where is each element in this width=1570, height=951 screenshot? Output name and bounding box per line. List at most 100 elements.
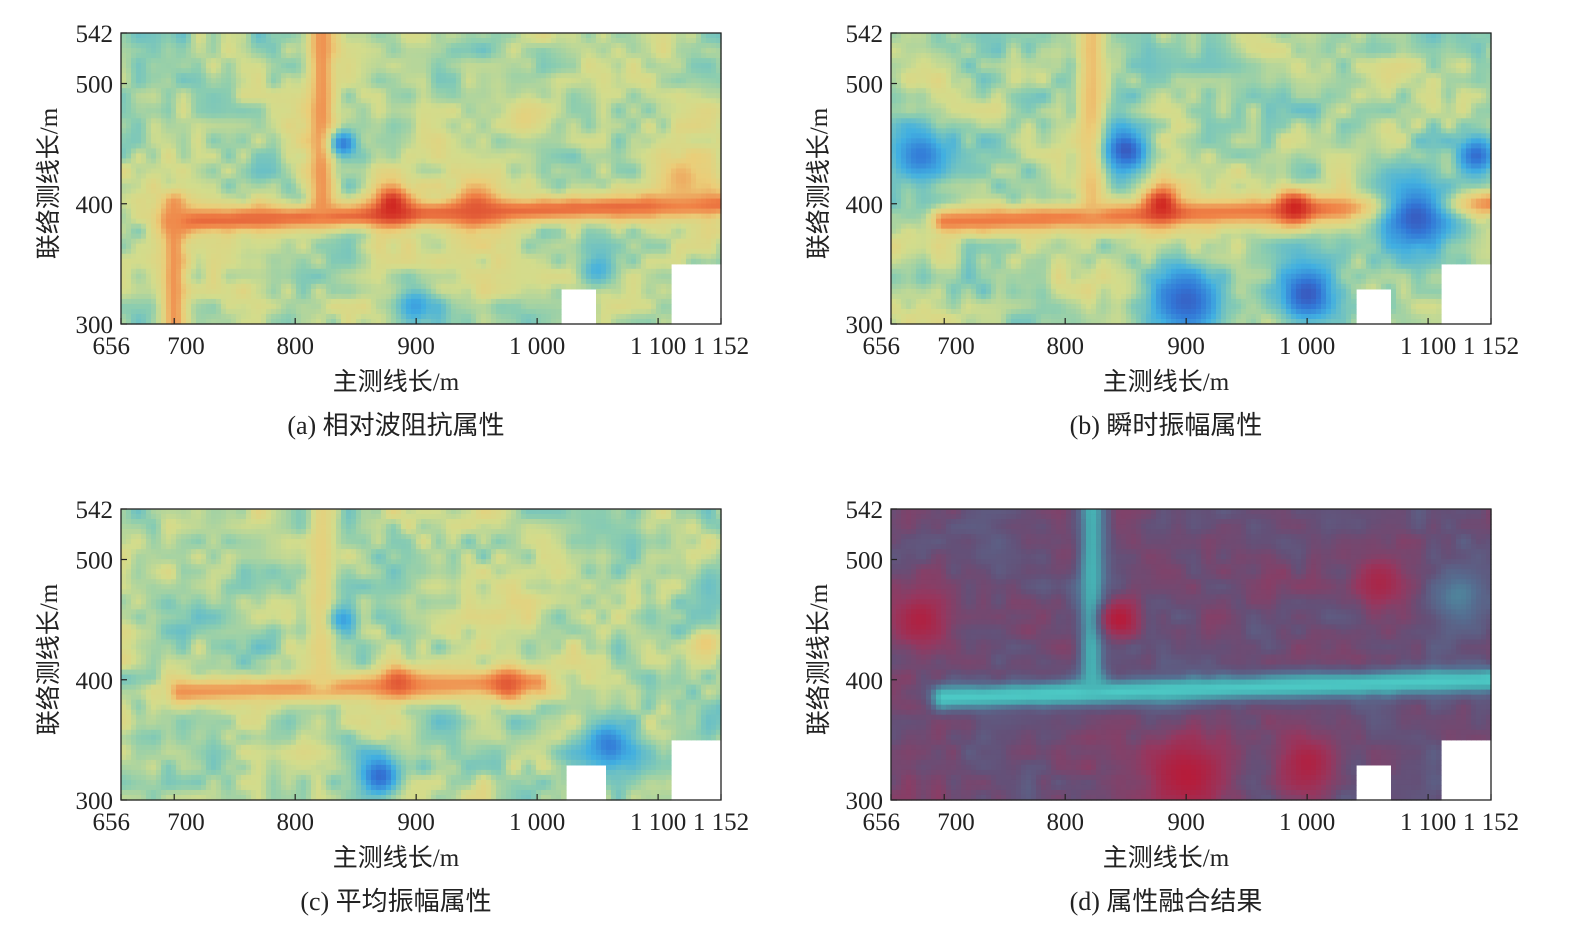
heatmap-cell	[296, 138, 302, 144]
heatmap-cell	[176, 143, 182, 149]
heatmap-cell	[326, 128, 332, 134]
heatmap-cell	[336, 93, 342, 99]
heatmap-cell	[601, 193, 607, 200]
heatmap-cell	[246, 43, 252, 49]
heatmap-cell	[511, 103, 517, 109]
heatmap-cell	[276, 148, 282, 155]
heatmap-cell	[586, 168, 592, 175]
heatmap-cell	[191, 103, 197, 109]
heatmap-cell	[486, 88, 492, 94]
heatmap-cell	[301, 218, 307, 225]
heatmap-cell	[226, 228, 232, 235]
heatmap-cell	[481, 143, 487, 149]
heatmap-cell	[436, 193, 442, 200]
heatmap-cell	[556, 178, 562, 185]
heatmap-cell	[616, 228, 622, 235]
heatmap-cell	[366, 178, 372, 185]
heatmap-cell	[461, 58, 467, 64]
heatmap-cell	[131, 193, 137, 200]
heatmap-cell	[191, 158, 197, 165]
heatmap-cell	[501, 138, 507, 144]
heatmap-cell	[141, 213, 147, 220]
heatmap-cell	[531, 193, 537, 200]
heatmap-cell	[541, 108, 547, 114]
heatmap-cell	[171, 68, 177, 74]
heatmap-cell	[316, 128, 322, 134]
heatmap-cell	[121, 68, 127, 74]
heatmap-cell	[621, 223, 627, 230]
heatmap-cell	[471, 178, 477, 185]
heatmap-cell	[441, 228, 447, 235]
heatmap-cell	[466, 198, 472, 205]
heatmap-cell	[326, 228, 332, 235]
heatmap-cell	[251, 213, 257, 220]
heatmap-cell	[131, 153, 137, 160]
heatmap-cell	[161, 93, 167, 99]
heatmap-cell	[261, 188, 267, 195]
heatmap-cell	[471, 83, 477, 89]
heatmap-cell	[406, 228, 412, 235]
heatmap-cell	[436, 38, 442, 44]
heatmap-cell	[511, 178, 517, 185]
heatmap-cell	[456, 103, 462, 109]
heatmap-cell	[196, 238, 202, 245]
heatmap-cell	[681, 168, 687, 175]
heatmap-cell	[421, 188, 427, 195]
heatmap-cell	[696, 123, 702, 129]
heatmap-cell	[216, 193, 222, 200]
heatmap-cell	[531, 88, 537, 94]
heatmap-cell	[156, 143, 162, 149]
heatmap-cell	[331, 38, 337, 44]
heatmap-cell	[301, 128, 307, 134]
heatmap-cell	[491, 148, 497, 155]
heatmap-cell	[486, 193, 492, 200]
heatmap-cell	[661, 118, 667, 124]
heatmap-cell	[521, 213, 527, 220]
heatmap-cell	[606, 33, 612, 39]
heatmap-cell	[426, 83, 432, 89]
heatmap-cell	[671, 88, 677, 94]
heatmap-cell	[621, 118, 627, 124]
heatmap-cell	[146, 53, 152, 59]
heatmap-cell	[526, 53, 532, 59]
heatmap-cell	[616, 98, 622, 104]
heatmap-cell	[261, 33, 267, 39]
heatmap-cell	[136, 128, 142, 134]
heatmap-cell	[341, 238, 347, 245]
heatmap-cell	[711, 188, 717, 195]
heatmap-cell	[516, 63, 522, 69]
heatmap-cell	[486, 93, 492, 99]
heatmap-cell	[321, 118, 327, 124]
heatmap-cell	[476, 118, 482, 124]
heatmap-cell	[206, 108, 212, 114]
heatmap-cell	[716, 183, 722, 190]
heatmap-cell	[596, 43, 602, 49]
heatmap-cell	[406, 203, 412, 210]
heatmap-cell	[346, 168, 352, 175]
heatmap-cell	[406, 88, 412, 94]
heatmap-cell	[601, 103, 607, 109]
heatmap-cell	[451, 228, 457, 235]
heatmap-cell	[631, 68, 637, 74]
heatmap-cell	[176, 128, 182, 134]
heatmap-cell	[431, 68, 437, 74]
heatmap-cell	[286, 73, 292, 79]
heatmap-cell	[601, 43, 607, 49]
heatmap-cell	[526, 183, 532, 190]
heatmap-cell	[201, 128, 207, 134]
heatmap-cell	[376, 193, 382, 200]
heatmap-cell	[491, 138, 497, 144]
heatmap-cell	[286, 223, 292, 230]
heatmap-cell	[281, 68, 287, 74]
heatmap-cell	[136, 188, 142, 195]
heatmap-cell	[581, 158, 587, 165]
heatmap-cell	[511, 158, 517, 165]
heatmap-cell	[291, 128, 297, 134]
heatmap-cell	[611, 153, 617, 160]
heatmap-cell	[641, 153, 647, 160]
heatmap-cell	[241, 98, 247, 104]
heatmap-cell	[386, 153, 392, 160]
heatmap-cell	[556, 218, 562, 225]
heatmap-cell	[526, 63, 532, 69]
heatmap-cell	[346, 58, 352, 64]
